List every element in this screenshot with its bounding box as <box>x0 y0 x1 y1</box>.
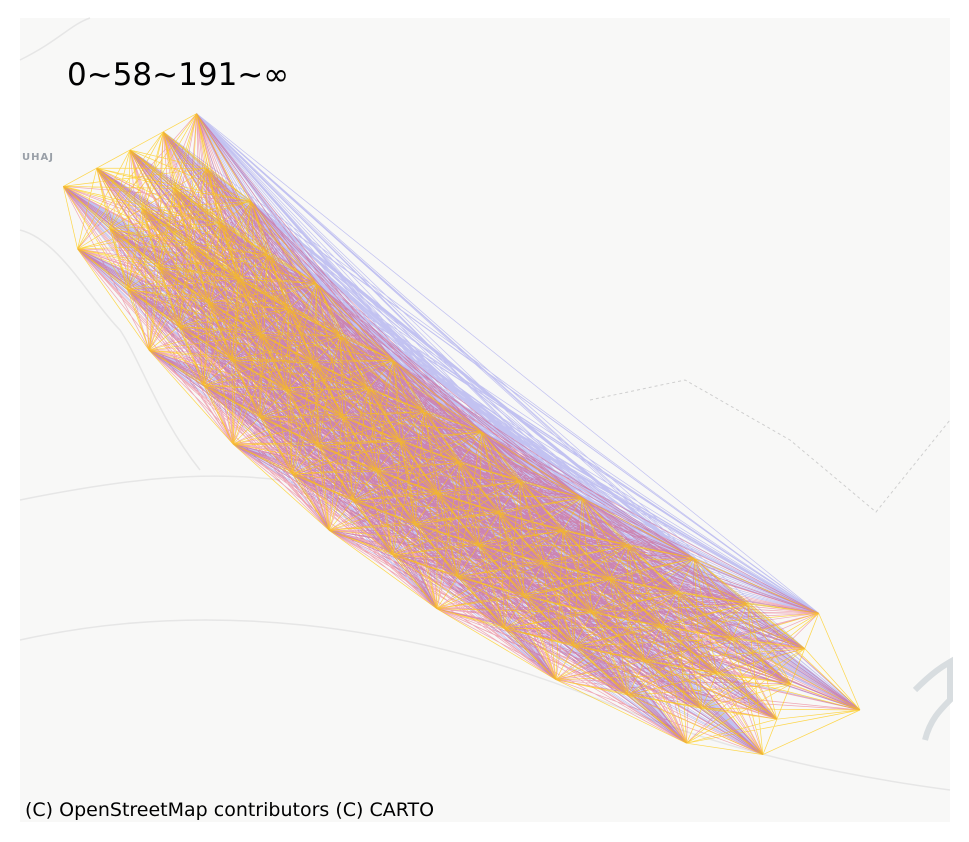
attribution: (C) OpenStreetMap contributors (C) CARTO <box>25 799 434 821</box>
basemap <box>20 18 950 822</box>
legend-text: 0~58~191~∞ <box>67 57 289 93</box>
flow-lines <box>62 113 861 755</box>
river <box>912 656 953 741</box>
roads <box>19 17 951 791</box>
boundary <box>589 379 951 513</box>
flow-yellow <box>62 113 861 755</box>
place-label: UHAJ <box>22 152 54 163</box>
